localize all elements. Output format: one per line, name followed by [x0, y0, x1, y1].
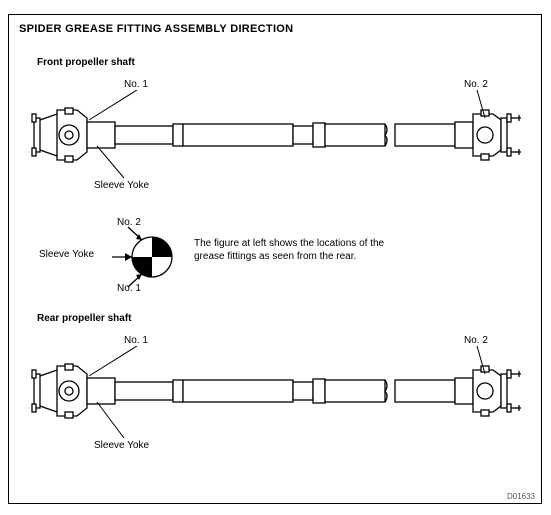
figure-id: D01633	[507, 492, 535, 501]
compass-sleeve-label: Sleeve Yoke	[39, 249, 94, 260]
rear-heading: Rear propeller shaft	[37, 313, 131, 324]
rear-no2-label: No. 2	[464, 335, 488, 346]
compass-diagram	[104, 215, 194, 300]
rear-shaft-diagram	[29, 346, 529, 446]
front-no2-label: No. 2	[464, 79, 488, 90]
diagram-title: SPIDER GREASE FITTING ASSEMBLY DIRECTION	[19, 23, 293, 35]
rear-no1-label: No. 1	[124, 335, 148, 346]
diagram-frame: SPIDER GREASE FITTING ASSEMBLY DIRECTION…	[8, 14, 542, 504]
front-shaft-diagram	[29, 90, 529, 185]
front-no1-label: No. 1	[124, 79, 148, 90]
compass-caption: The figure at left shows the locations o…	[194, 237, 394, 263]
front-heading: Front propeller shaft	[37, 57, 135, 68]
